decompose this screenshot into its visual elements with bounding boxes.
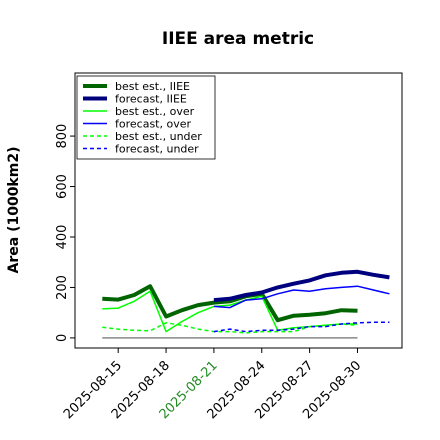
legend-label: best est., IIEE (115, 80, 190, 93)
series-line (213, 321, 390, 333)
y-axis-label: Area (1000km2) (6, 147, 22, 274)
legend-label: forecast, over (115, 118, 191, 131)
legend-label: forecast, IIEE (115, 93, 187, 106)
legend-box (76, 75, 216, 160)
legend-label: forecast, under (115, 143, 199, 156)
y-tick-label: 200 (55, 275, 70, 300)
legend-label: best est., under (115, 130, 202, 143)
series-line (102, 322, 358, 334)
y-tick-label: 800 (55, 124, 70, 149)
plot-frame (74, 72, 403, 349)
legend-label: best est., over (115, 105, 195, 118)
series-line (213, 269, 390, 303)
y-tick-label: 600 (55, 174, 70, 199)
series-line (102, 284, 358, 323)
chart-title: IIEE area metric (162, 29, 314, 49)
y-tick-label: 400 (55, 225, 70, 250)
y-tick-label: 0 (55, 334, 70, 342)
series-line (213, 285, 390, 309)
